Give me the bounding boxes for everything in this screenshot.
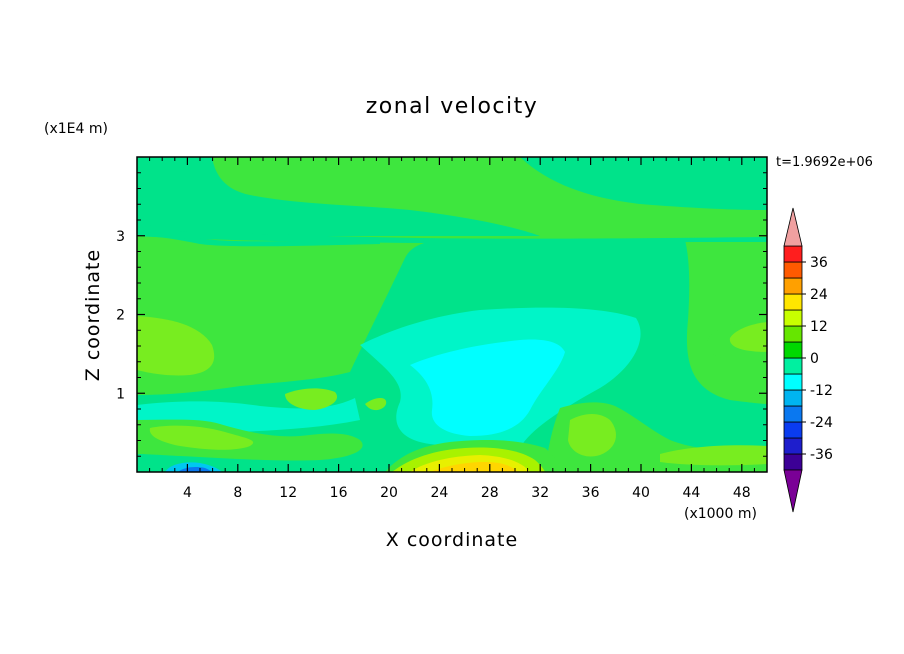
colorbar-box — [783, 293, 803, 311]
field-low-lime-1 — [149, 425, 254, 450]
field-pos-left — [137, 316, 215, 376]
colorbar-box — [783, 389, 803, 407]
x-tick-label: 44 — [682, 485, 700, 501]
y-tick-label: 2 — [116, 308, 125, 324]
field-low-lime-3 — [365, 398, 387, 411]
x-tick-label: 16 — [330, 485, 348, 501]
x-tick-label: 40 — [632, 485, 650, 501]
x-multiplier-label: (x1000 m) — [684, 506, 757, 522]
field-right-lime — [568, 414, 616, 457]
y-tick-label: 1 — [116, 386, 125, 402]
colorbar-box — [783, 373, 803, 391]
colorbar-box — [783, 437, 803, 455]
field-cyan — [410, 339, 565, 436]
colorbar-box — [783, 357, 803, 375]
colorbar-label: -24 — [810, 415, 833, 431]
x-tick-label: 36 — [582, 485, 600, 501]
y-tick-label: 3 — [116, 229, 125, 245]
field-neg-upper-left — [137, 157, 540, 236]
field-band-3 — [137, 230, 767, 243]
colorbar-label: 12 — [810, 319, 828, 335]
colorbar-box — [783, 245, 803, 263]
field-neg-bottom-left-2 — [178, 467, 212, 472]
x-tick-label: 4 — [183, 485, 192, 501]
colorbar-upper-triangle — [783, 207, 803, 247]
y-axis-ticks: 1 2 3 — [116, 172, 767, 457]
colorbar-label: 0 — [810, 351, 819, 367]
x-tick-label: 8 — [233, 485, 242, 501]
field-pos-right-lime — [729, 322, 767, 352]
x-tick-label: 28 — [481, 485, 499, 501]
chart-title: zonal velocity — [366, 94, 539, 119]
colorbar-box — [783, 421, 803, 439]
colorbar-label: 36 — [810, 255, 828, 271]
colorbar-box — [783, 325, 803, 343]
colorbar-box — [783, 309, 803, 327]
colorbar-box — [783, 453, 803, 471]
field-neg-upper-right — [520, 157, 767, 210]
colorbar: 36 24 12 0 -12 -24 -36 — [783, 207, 833, 513]
colorbar-label: -12 — [810, 383, 833, 399]
field-low-lime-2 — [285, 388, 338, 410]
colorbar-label: -36 — [810, 447, 833, 463]
x-tick-label: 48 — [733, 485, 751, 501]
x-axis-ticks: 4 8 12 16 20 24 28 32 36 40 44 48 — [149, 157, 755, 501]
y-axis-title: Z coordinate — [82, 249, 104, 381]
x-tick-label: 20 — [380, 485, 398, 501]
x-tick-label: 32 — [531, 485, 549, 501]
x-axis-title: X coordinate — [386, 529, 518, 551]
x-tick-label: 12 — [279, 485, 297, 501]
y-multiplier-label: (x1E4 m) — [44, 121, 108, 137]
colorbar-label: 24 — [810, 287, 828, 303]
colorbar-lower-triangle — [783, 469, 803, 513]
x-tick-label: 24 — [430, 485, 448, 501]
field-right-lime-2 — [660, 445, 767, 466]
contour-field — [137, 157, 767, 472]
time-label: t=1.9692e+06 — [776, 155, 873, 170]
colorbar-box — [783, 277, 803, 295]
field-right-sea — [600, 387, 767, 446]
colorbar-box — [783, 341, 803, 359]
colorbar-box — [783, 261, 803, 279]
colorbar-box — [783, 405, 803, 423]
